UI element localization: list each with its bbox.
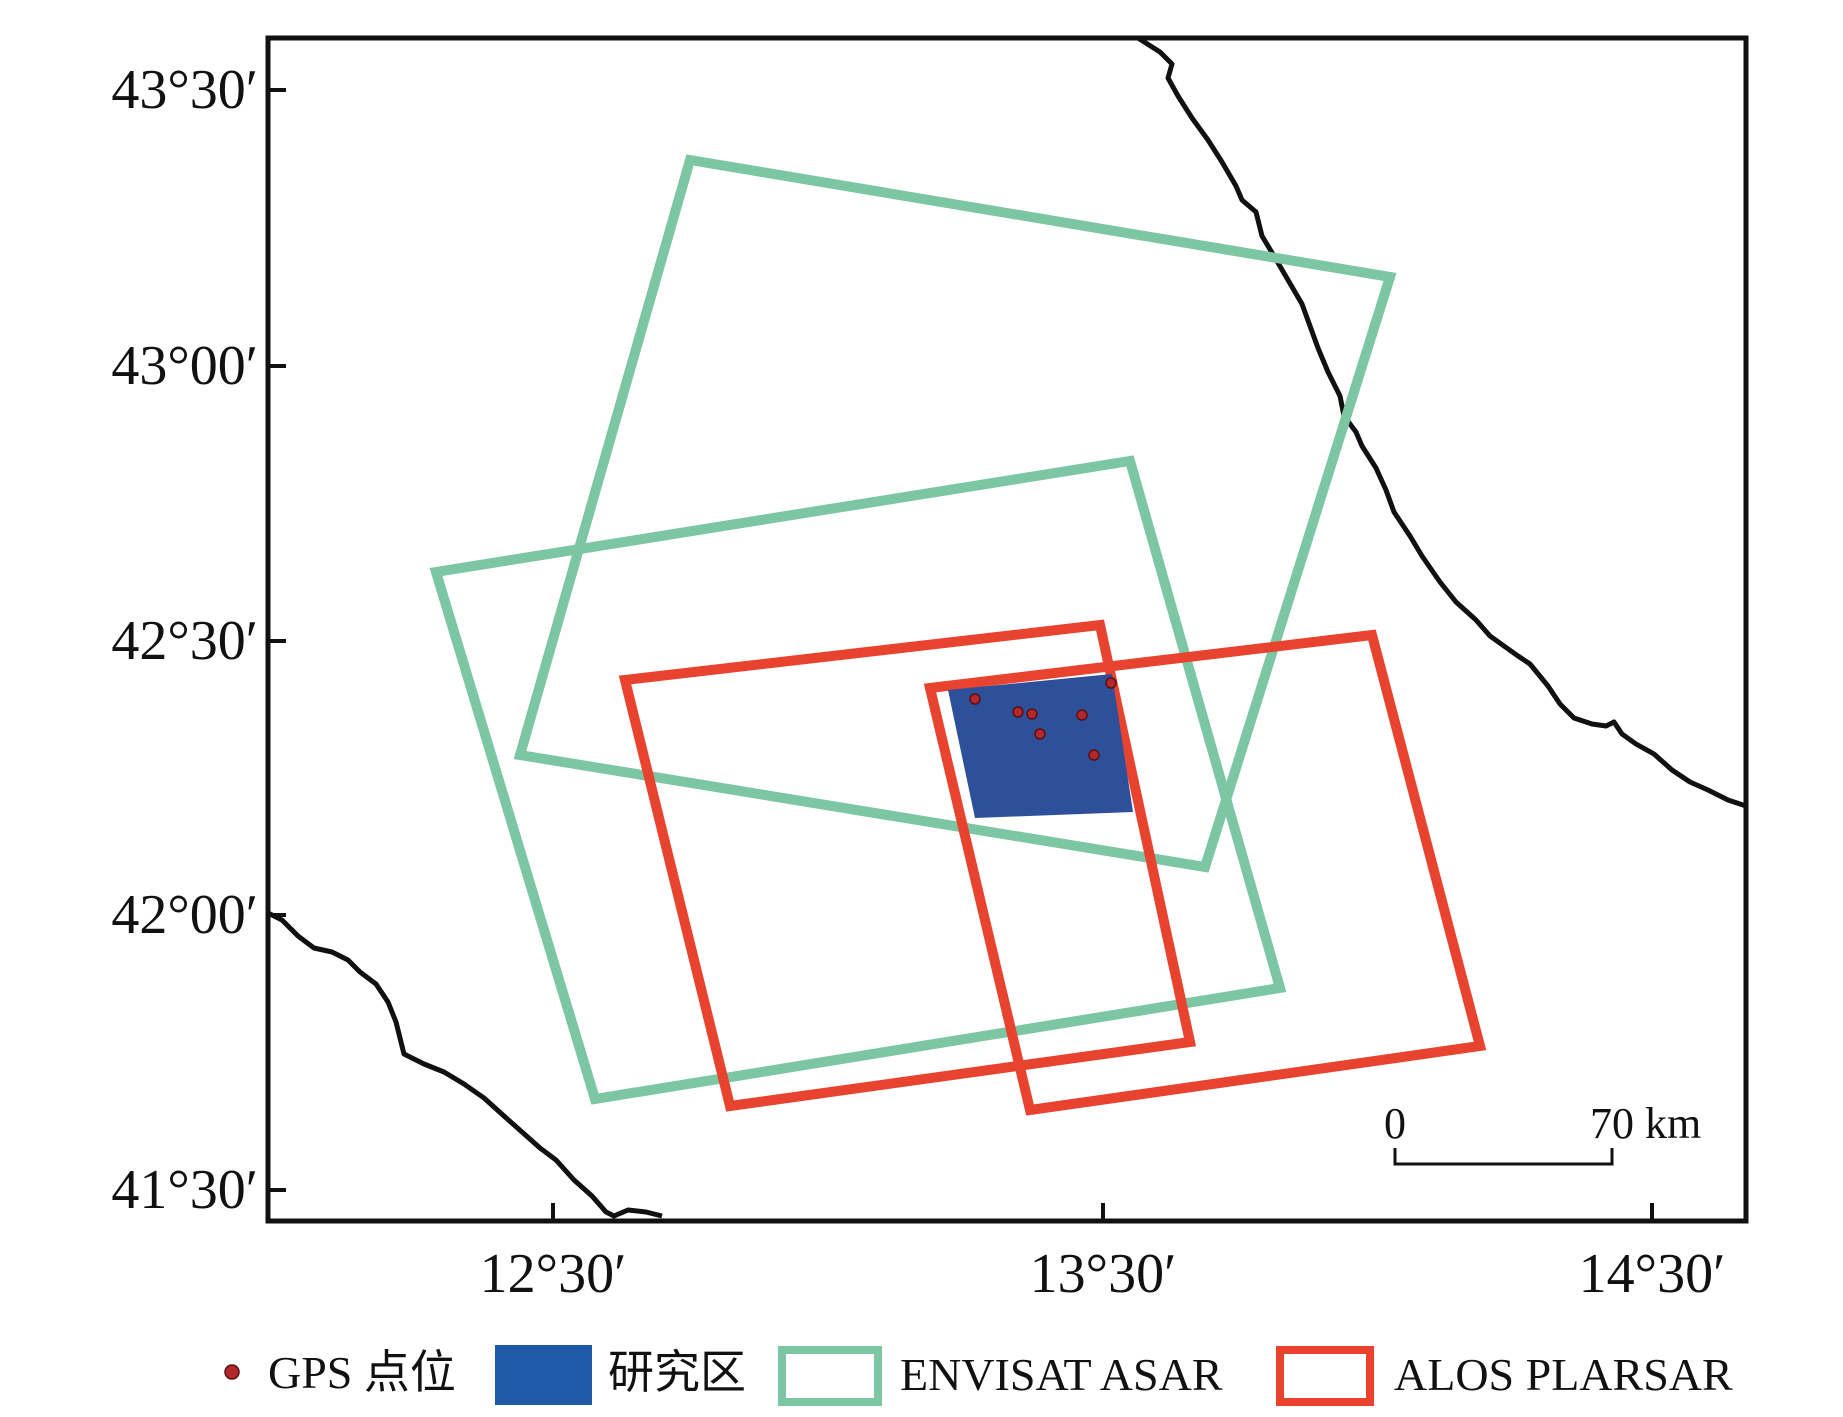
scale-bar: 0 70 km [1384,1099,1701,1166]
lat-tick-label: 41°30′ [111,1159,258,1221]
legend-alos-symbol [1276,1346,1374,1406]
gps-point [1012,706,1024,718]
coastline-east [1136,35,1747,809]
gps-point [969,693,981,705]
lon-axis [551,1203,1654,1221]
legend-label-gps: GPS 点位 [268,1347,456,1398]
lon-tick-label: 14°30′ [1579,1243,1726,1305]
alos-frame-east [923,629,1487,1116]
legend-envisat-symbol [778,1346,882,1406]
lat-tick-label: 42°30′ [111,610,258,672]
gps-point [1026,708,1038,720]
gps-point [1076,709,1088,721]
lon-tick-label: 13°30′ [1030,1243,1177,1305]
map-frame [265,35,1749,1224]
legend-label-envisat: ENVISAT ASAR [900,1349,1223,1400]
gps-point [1034,728,1046,740]
lat-tick-label: 43°30′ [111,59,258,121]
lon-tick-label: 12°30′ [480,1243,627,1305]
gps-stations [969,677,1117,761]
gps-point [1088,749,1100,761]
legend-label-study-area: 研究区 [608,1347,746,1398]
alos-frame-west [618,619,1197,1112]
legend-study-area-symbol [495,1345,592,1405]
lat-tick-label: 42°00′ [111,884,258,946]
legend-gps-symbol [224,1364,240,1380]
lat-axis [268,88,286,1192]
envisat-frame-upper [513,154,1397,873]
scale-start-label: 0 [1384,1099,1406,1148]
coastline-west [266,910,663,1219]
gps-point [1105,677,1117,689]
study-area [948,674,1133,818]
envisat-frame-lower [429,455,1287,1105]
legend: GPS 点位 研究区 ENVISAT ASAR ALOS PLARSAR [224,1345,1733,1406]
lat-tick-label: 43°00′ [111,335,258,397]
legend-label-alos: ALOS PLARSAR [1394,1349,1733,1400]
scale-end-label: 70 km [1590,1099,1701,1148]
